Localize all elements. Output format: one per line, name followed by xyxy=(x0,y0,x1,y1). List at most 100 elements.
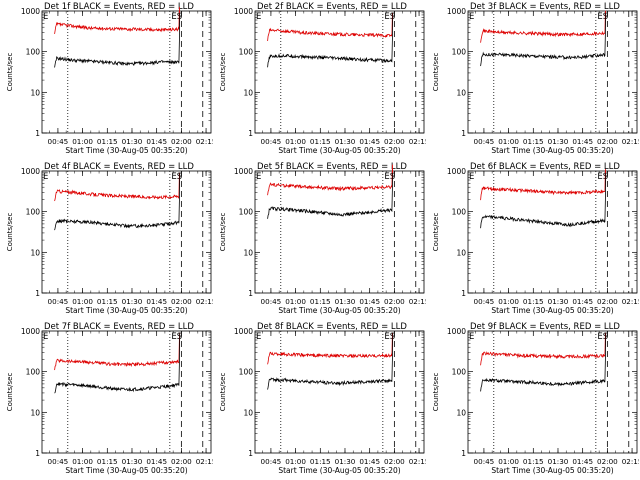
plot-frame xyxy=(467,330,638,454)
x-axis-label: Start Time (30-Aug-05 00:35:20) xyxy=(278,146,400,155)
x-tick-label: 02:15 xyxy=(622,297,639,306)
y-axis-label: Counts/sec xyxy=(6,53,14,92)
x-tick-label: 01:15 xyxy=(523,297,544,306)
x-axis-label: Start Time (30-Aug-05 00:35:20) xyxy=(278,306,400,315)
y-tick-label: 100 xyxy=(452,48,467,57)
marker-e: E xyxy=(43,172,48,182)
x-tick-label: 01:15 xyxy=(97,137,118,146)
x-tick-label: 02:00 xyxy=(384,137,405,146)
panel-svg: Det 7f BLACK = Events, RED = LLD 1 10 100 10… xyxy=(6,322,213,475)
x-tick-label: 01:30 xyxy=(122,297,143,306)
marker-es: ES xyxy=(597,12,608,22)
panel-svg: Det 6f BLACK = Events, RED = LLD 1 10 100 10… xyxy=(432,162,639,315)
y-tick-label: 10 xyxy=(243,248,253,257)
x-tick-label: 02:00 xyxy=(171,297,192,306)
y-tick-label: 1 xyxy=(461,129,466,138)
x-tick-label: 01:30 xyxy=(122,137,143,146)
panel-svg: Det 4f BLACK = Events, RED = LLD 1 10 100 10… xyxy=(6,162,213,315)
events-series-line xyxy=(267,12,394,68)
detector-panel-9: Det 9f BLACK = Events, RED = LLD 1 10 100 10… xyxy=(426,320,639,480)
y-tick-label: 1 xyxy=(248,289,253,298)
panel-svg: Det 1f BLACK = Events, RED = LLD 1 10 100 10… xyxy=(6,2,213,155)
x-tick-label: 01:15 xyxy=(310,297,331,306)
x-tick-label: 02:15 xyxy=(196,137,213,146)
marker-es: ES xyxy=(384,332,395,342)
y-tick-label: 10 xyxy=(456,248,466,257)
detector-panel-2: Det 2f BLACK = Events, RED = LLD 1 10 100 10… xyxy=(213,0,426,160)
panel-svg: Det 9f BLACK = Events, RED = LLD 1 10 100 10… xyxy=(432,322,639,475)
y-axis-label: Counts/sec xyxy=(432,53,440,92)
x-tick-label: 01:45 xyxy=(359,137,380,146)
events-series-line xyxy=(267,172,394,219)
x-tick-label: 02:15 xyxy=(622,137,639,146)
x-tick-label: 02:00 xyxy=(597,297,618,306)
x-tick-label: 00:45 xyxy=(261,457,282,466)
y-axis-label: Counts/sec xyxy=(432,373,440,412)
x-axis-label: Start Time (30-Aug-05 00:35:20) xyxy=(65,306,187,315)
x-tick-label: 01:30 xyxy=(335,297,356,306)
panel-svg: Det 3f BLACK = Events, RED = LLD 1 10 100 10… xyxy=(432,2,639,155)
y-tick-label: 1 xyxy=(35,449,40,458)
x-tick-label: 00:45 xyxy=(474,457,495,466)
x-tick-label: 01:00 xyxy=(498,137,519,146)
detector-panel-7: Det 7f BLACK = Events, RED = LLD 1 10 100 10… xyxy=(0,320,213,480)
y-axis-label: Counts/sec xyxy=(432,213,440,252)
x-tick-label: 00:45 xyxy=(474,297,495,306)
x-axis-label: Start Time (30-Aug-05 00:35:20) xyxy=(278,466,400,475)
y-tick-label: 10 xyxy=(243,408,253,417)
panel-title: Det 4f BLACK = Events, RED = LLD xyxy=(44,162,194,172)
x-tick-label: 01:45 xyxy=(359,457,380,466)
x-tick-label: 00:45 xyxy=(474,137,495,146)
y-tick-label: 1 xyxy=(35,129,40,138)
y-axis-label: Counts/sec xyxy=(6,373,14,412)
x-tick-label: 00:45 xyxy=(261,297,282,306)
marker-es: ES xyxy=(384,12,395,22)
x-tick-label: 01:45 xyxy=(146,297,167,306)
x-tick-label: 02:15 xyxy=(622,457,639,466)
events-series-line xyxy=(54,172,181,231)
panel-title: Det 7f BLACK = Events, RED = LLD xyxy=(44,322,194,332)
x-tick-label: 02:00 xyxy=(597,457,618,466)
y-tick-label: 10 xyxy=(30,88,40,97)
lld-series-line xyxy=(267,12,394,42)
x-tick-label: 01:00 xyxy=(285,297,306,306)
x-tick-label: 01:30 xyxy=(548,297,569,306)
x-tick-label: 02:15 xyxy=(409,457,426,466)
x-axis-label: Start Time (30-Aug-05 00:35:20) xyxy=(65,466,187,475)
panel-title: Det 9f BLACK = Events, RED = LLD xyxy=(470,322,620,332)
x-tick-label: 01:15 xyxy=(97,457,118,466)
x-tick-label: 02:15 xyxy=(196,457,213,466)
y-tick-label: 10 xyxy=(30,248,40,257)
marker-e: E xyxy=(256,12,261,22)
panel-title: Det 5f BLACK = Events, RED = LLD xyxy=(257,162,407,172)
marker-es: ES xyxy=(597,332,608,342)
y-axis-label: Counts/sec xyxy=(219,373,227,412)
plot-frame xyxy=(254,10,425,134)
y-tick-label: 1 xyxy=(35,289,40,298)
detector-panel-4: Det 4f BLACK = Events, RED = LLD 1 10 100 10… xyxy=(0,160,213,320)
x-tick-label: 00:45 xyxy=(48,457,69,466)
x-tick-label: 01:45 xyxy=(572,297,593,306)
x-tick-label: 01:30 xyxy=(335,457,356,466)
y-tick-label: 10 xyxy=(456,408,466,417)
plot-frame xyxy=(467,10,638,134)
x-axis-label: Start Time (30-Aug-05 00:35:20) xyxy=(491,146,613,155)
events-series-line xyxy=(54,332,181,394)
x-tick-label: 01:30 xyxy=(122,457,143,466)
y-tick-label: 1000 xyxy=(21,167,40,176)
y-tick-label: 1000 xyxy=(234,327,253,336)
marker-es: ES xyxy=(171,12,182,22)
x-tick-label: 01:00 xyxy=(72,457,93,466)
x-tick-label: 01:45 xyxy=(572,137,593,146)
events-series-line xyxy=(480,332,607,392)
y-tick-label: 100 xyxy=(26,208,41,217)
lld-series-line xyxy=(267,332,394,365)
y-tick-label: 1000 xyxy=(447,167,466,176)
x-tick-label: 01:00 xyxy=(72,137,93,146)
panel-title: Det 2f BLACK = Events, RED = LLD xyxy=(257,2,407,12)
x-axis-label: Start Time (30-Aug-05 00:35:20) xyxy=(491,466,613,475)
marker-e: E xyxy=(469,332,474,342)
marker-es: ES xyxy=(171,172,182,182)
marker-e: E xyxy=(469,12,474,22)
